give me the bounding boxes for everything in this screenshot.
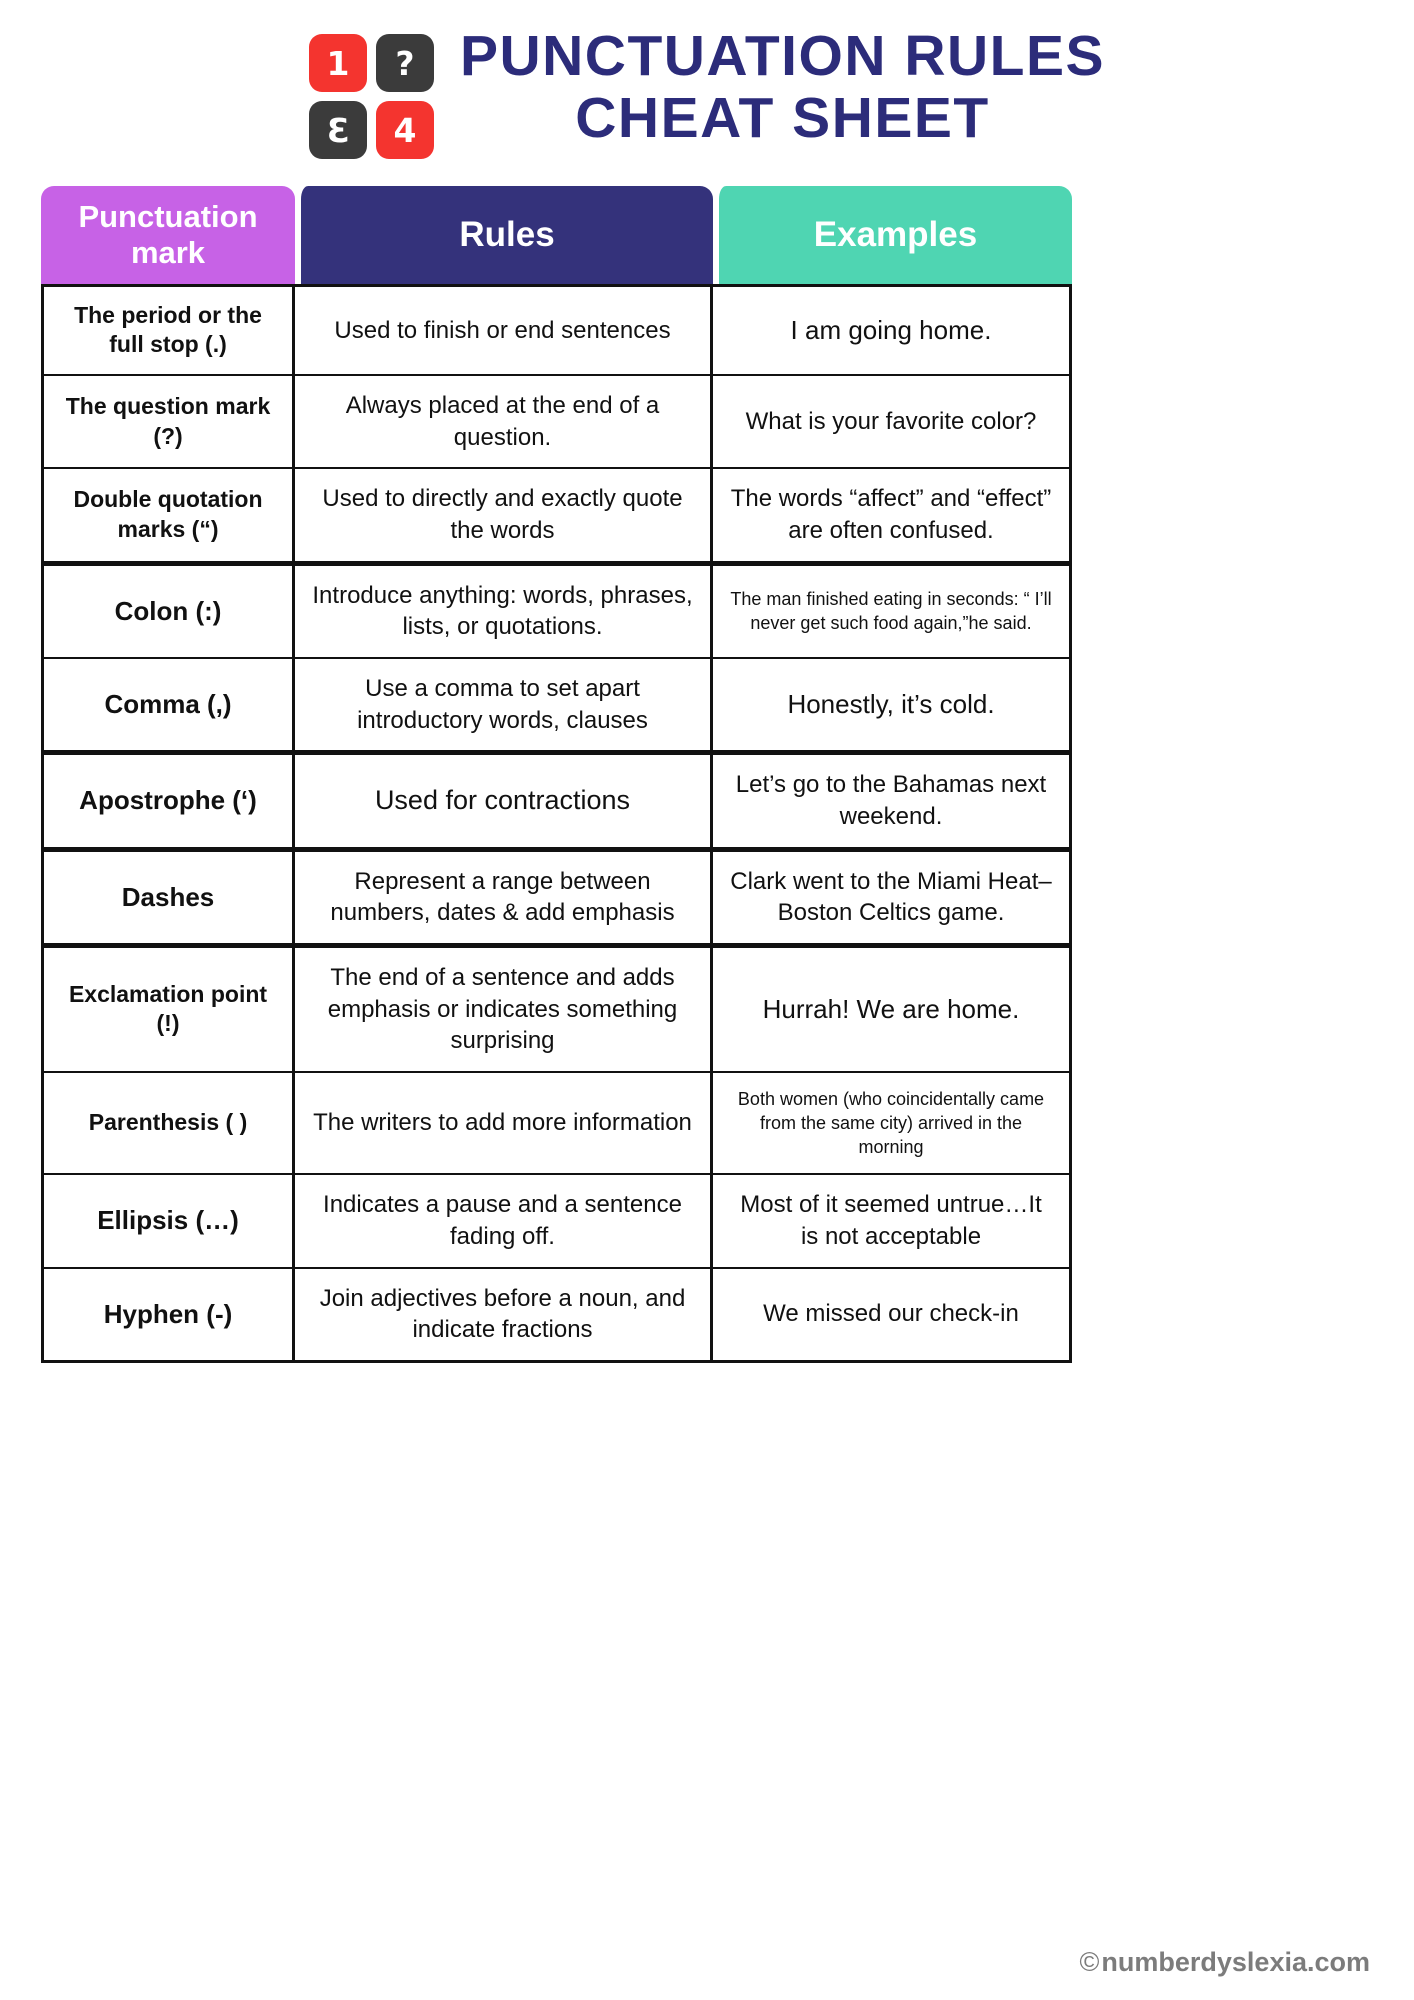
table-row: Ellipsis (…) Indicates a pause and a sen… [41, 1175, 1072, 1269]
cell-rule: Join adjectives before a noun, and indic… [295, 1268, 713, 1363]
table-row: Apostrophe (‘) Used for contractions Let… [41, 755, 1072, 852]
cell-example: Clark went to the Miami Heat–Boston Celt… [713, 851, 1072, 948]
cell-punctuation-mark: Colon (:) [41, 565, 295, 659]
watermark: © numberdyslexia.com [1079, 1947, 1370, 1978]
cell-punctuation-mark: Double quotation marks (“) [41, 469, 295, 566]
cell-punctuation-mark: Comma (,) [41, 658, 295, 756]
page-title-line-2: CHEAT SHEET [575, 85, 990, 150]
column-header-examples: Examples [713, 186, 1072, 284]
table-row: Comma (,) Use a comma to set apart intro… [41, 658, 1072, 756]
cell-punctuation-mark: Dashes [41, 851, 295, 948]
cell-punctuation-mark: Parenthesis ( ) [41, 1072, 295, 1176]
logo-tile-question: ? [375, 34, 434, 92]
cell-rule: The end of a sentence and adds emphasis … [295, 947, 713, 1073]
cell-example: We missed our check-in [713, 1268, 1072, 1363]
punctuation-table: Punctuation mark Rules Examples The peri… [41, 186, 1072, 1363]
cell-punctuation-mark: The question mark (?) [41, 375, 295, 470]
cell-example: Both women (who coincidentally came from… [713, 1072, 1072, 1176]
logo-tile-1: 1 [308, 34, 367, 92]
cell-rule: Always placed at the end of a question. [295, 375, 713, 470]
cell-example: Let’s go to the Bahamas next weekend. [713, 755, 1072, 852]
table-row: Colon (:) Introduce anything: words, phr… [41, 565, 1072, 659]
cell-punctuation-mark: Apostrophe (‘) [41, 755, 295, 852]
page-header: 1 ? 3 4 PUNCTUATION RULES CHEAT SHEET [0, 0, 1414, 159]
cell-example: The words “affect” and “effect” are ofte… [713, 469, 1072, 566]
table-row: Exclamation point (!) The end of a sente… [41, 947, 1072, 1073]
table-body: The period or the full stop (.) Used to … [41, 284, 1072, 1363]
cell-punctuation-mark: Exclamation point (!) [41, 947, 295, 1073]
cell-example: What is your favorite color? [713, 375, 1072, 470]
column-header-punctuation-mark: Punctuation mark [41, 186, 295, 284]
cell-rule: Introduce anything: words, phrases, list… [295, 565, 713, 659]
cell-punctuation-mark: Ellipsis (…) [41, 1175, 295, 1269]
cell-rule: Use a comma to set apart introductory wo… [295, 658, 713, 756]
cell-rule: Used for contractions [295, 755, 713, 852]
table-row: The question mark (?) Always placed at t… [41, 375, 1072, 470]
cell-example: Honestly, it’s cold. [713, 658, 1072, 756]
logo-tile-3-mirrored: 3 [308, 101, 367, 159]
page-title: PUNCTUATION RULES CHEAT SHEET [459, 24, 1106, 150]
table-row: Dashes Represent a range between numbers… [41, 851, 1072, 948]
logo-tile-4: 4 [375, 101, 434, 159]
cell-example: The man finished eating in seconds: “ I’… [713, 565, 1072, 659]
cell-rule: Indicates a pause and a sentence fading … [295, 1175, 713, 1269]
table-header-row: Punctuation mark Rules Examples [41, 186, 1072, 284]
cell-rule: Used to directly and exactly quote the w… [295, 469, 713, 566]
table-row: The period or the full stop (.) Used to … [41, 284, 1072, 376]
cell-example: Hurrah! We are home. [713, 947, 1072, 1073]
cell-rule: Represent a range between numbers, dates… [295, 851, 713, 948]
cell-rule: The writers to add more information [295, 1072, 713, 1176]
numberdyslexia-logo: 1 ? 3 4 [308, 34, 434, 159]
cell-example: I am going home. [713, 284, 1072, 376]
table-header: Punctuation mark Rules Examples [41, 186, 1072, 284]
table-row: Double quotation marks (“) Used to direc… [41, 469, 1072, 566]
column-header-rules: Rules [295, 186, 713, 284]
cell-punctuation-mark: Hyphen (-) [41, 1268, 295, 1363]
table-row: Parenthesis ( ) The writers to add more … [41, 1072, 1072, 1176]
watermark-text: numberdyslexia.com [1101, 1947, 1370, 1977]
punctuation-table-container: Punctuation mark Rules Examples The peri… [41, 186, 1072, 1363]
cell-punctuation-mark: The period or the full stop (.) [41, 284, 295, 376]
table-row: Hyphen (-) Join adjectives before a noun… [41, 1268, 1072, 1363]
cell-example: Most of it seemed untrue…It is not accep… [713, 1175, 1072, 1269]
page-title-line-1: PUNCTUATION RULES [459, 24, 1106, 88]
cell-rule: Used to finish or end sentences [295, 284, 713, 376]
copyright-icon: © [1079, 1947, 1100, 1977]
